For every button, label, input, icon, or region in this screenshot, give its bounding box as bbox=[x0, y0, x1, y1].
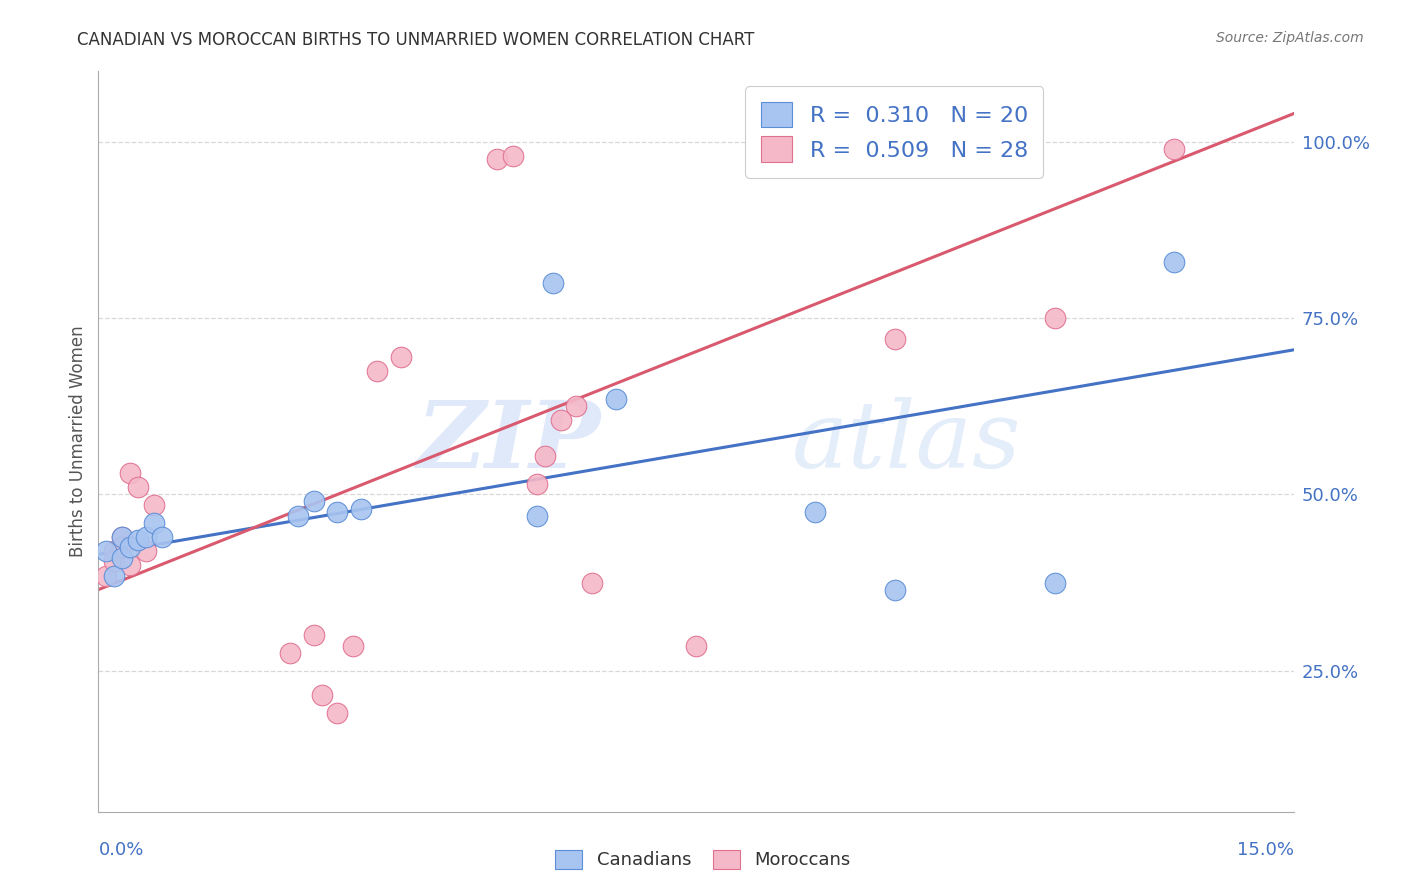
Text: ZIP: ZIP bbox=[416, 397, 600, 486]
Point bbox=[685, 639, 707, 653]
Point bbox=[541, 276, 564, 290]
Point bbox=[1163, 142, 1185, 156]
Point bbox=[143, 498, 166, 512]
Text: 0.0%: 0.0% bbox=[98, 841, 143, 859]
Point bbox=[103, 568, 125, 582]
Point bbox=[96, 568, 118, 582]
Point bbox=[103, 554, 125, 568]
Point bbox=[150, 530, 173, 544]
Point bbox=[143, 516, 166, 530]
Point bbox=[127, 533, 149, 548]
Point bbox=[605, 392, 627, 407]
Legend: Canadians, Moroccans: Canadians, Moroccans bbox=[547, 841, 859, 879]
Point bbox=[884, 582, 907, 597]
Point bbox=[302, 494, 325, 508]
Point bbox=[135, 544, 157, 558]
Text: CANADIAN VS MOROCCAN BIRTHS TO UNMARRIED WOMEN CORRELATION CHART: CANADIAN VS MOROCCAN BIRTHS TO UNMARRIED… bbox=[77, 31, 755, 49]
Point bbox=[120, 541, 142, 555]
Point bbox=[485, 153, 508, 167]
Point bbox=[884, 332, 907, 346]
Point bbox=[565, 399, 588, 413]
Point bbox=[350, 501, 373, 516]
Point bbox=[1163, 254, 1185, 268]
Text: atlas: atlas bbox=[792, 397, 1021, 486]
Point bbox=[103, 544, 125, 558]
Text: Source: ZipAtlas.com: Source: ZipAtlas.com bbox=[1216, 31, 1364, 45]
Point bbox=[1043, 311, 1066, 326]
Point bbox=[287, 508, 309, 523]
Point bbox=[502, 149, 524, 163]
Point bbox=[111, 550, 134, 565]
Point bbox=[526, 508, 548, 523]
Legend: R =  0.310   N = 20, R =  0.509   N = 28: R = 0.310 N = 20, R = 0.509 N = 28 bbox=[745, 87, 1043, 178]
Point bbox=[120, 558, 142, 572]
Point bbox=[111, 530, 134, 544]
Point bbox=[311, 689, 333, 703]
Point bbox=[342, 639, 364, 653]
Point bbox=[127, 480, 149, 494]
Point bbox=[111, 541, 134, 555]
Point bbox=[120, 467, 142, 481]
Point bbox=[326, 706, 349, 720]
Point bbox=[366, 364, 388, 378]
Point bbox=[111, 530, 134, 544]
Point bbox=[550, 413, 572, 427]
Point bbox=[804, 505, 827, 519]
Y-axis label: Births to Unmarried Women: Births to Unmarried Women bbox=[69, 326, 87, 558]
Point bbox=[96, 544, 118, 558]
Point bbox=[278, 646, 301, 660]
Point bbox=[326, 505, 349, 519]
Text: 15.0%: 15.0% bbox=[1236, 841, 1294, 859]
Point bbox=[389, 350, 412, 364]
Point bbox=[526, 476, 548, 491]
Point bbox=[533, 449, 555, 463]
Point bbox=[581, 575, 603, 590]
Point bbox=[135, 530, 157, 544]
Point bbox=[1043, 575, 1066, 590]
Point bbox=[302, 628, 325, 642]
